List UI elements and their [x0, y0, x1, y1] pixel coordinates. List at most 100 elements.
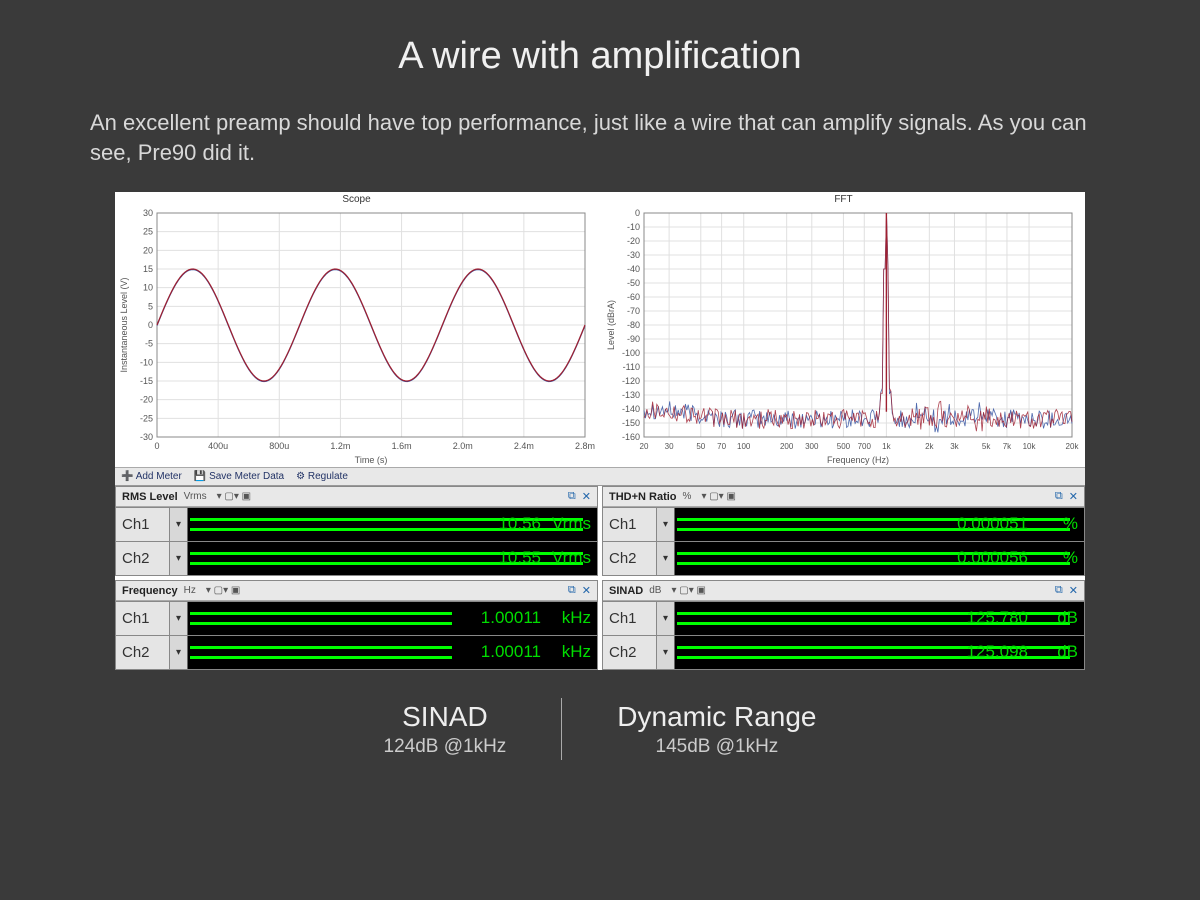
- meter-dropdown-icon[interactable]: ▾ ▢▾ ▣: [206, 585, 241, 596]
- meter-bar-zone: 1.00011kHz: [188, 602, 597, 635]
- svg-text:25: 25: [143, 227, 153, 237]
- svg-text:5: 5: [148, 302, 153, 312]
- svg-text:1.6m: 1.6m: [392, 441, 412, 451]
- close-icon[interactable]: ✕: [1069, 584, 1078, 597]
- meter-row: Ch2▾0.000056%: [603, 541, 1084, 575]
- meter-value: 125.780: [967, 608, 1028, 628]
- svg-text:-60: -60: [627, 292, 640, 302]
- channel-dropdown-icon[interactable]: ▾: [170, 602, 188, 635]
- svg-text:Frequency (Hz): Frequency (Hz): [827, 455, 889, 465]
- svg-text:100: 100: [737, 442, 751, 451]
- meter-bar-zone: 10.55Vrms: [188, 542, 597, 575]
- svg-text:300: 300: [805, 442, 819, 451]
- meter-panel-thd-n-ratio: THD+N Ratio%▾ ▢▾ ▣⧉✕Ch1▾0.000051%Ch2▾0.0…: [602, 486, 1085, 576]
- page-title: A wire with amplification: [0, 0, 1200, 78]
- channel-label: Ch2: [603, 636, 657, 669]
- meter-unit-label: %: [683, 491, 692, 502]
- popout-icon[interactable]: ⧉: [568, 584, 576, 597]
- channel-dropdown-icon[interactable]: ▾: [657, 636, 675, 669]
- fft-chart-title: FFT: [602, 192, 1085, 207]
- meters-grid: RMS LevelVrms▾ ▢▾ ▣⧉✕Ch1▾10.56VrmsCh2▾10…: [115, 486, 1085, 670]
- channel-label: Ch2: [603, 542, 657, 575]
- meter-header: RMS LevelVrms▾ ▢▾ ▣⧉✕: [116, 487, 597, 507]
- meter-value-unit: Vrms: [552, 548, 591, 568]
- meter-row: Ch1▾125.780dB: [603, 601, 1084, 635]
- channel-dropdown-icon[interactable]: ▾: [657, 542, 675, 575]
- close-icon[interactable]: ✕: [1069, 490, 1078, 503]
- save-meter-button[interactable]: 💾 Save Meter Data: [194, 471, 284, 482]
- meter-dropdown-icon[interactable]: ▾ ▢▾ ▣: [671, 585, 706, 596]
- svg-text:-25: -25: [140, 414, 153, 424]
- channel-dropdown-icon[interactable]: ▾: [657, 508, 675, 541]
- measurement-screenshot: Scope -30-25-20-15-10-50510152025300400u…: [115, 192, 1085, 670]
- svg-text:30: 30: [665, 442, 674, 451]
- meter-dropdown-icon[interactable]: ▾ ▢▾ ▣: [701, 491, 736, 502]
- meter-value: 0.000056: [957, 548, 1028, 568]
- svg-text:-110: -110: [623, 362, 640, 372]
- meter-value-unit: kHz: [562, 642, 591, 662]
- svg-text:-80: -80: [627, 320, 640, 330]
- meter-value-unit: dB: [1057, 642, 1078, 662]
- meter-title: Frequency: [122, 585, 178, 597]
- channel-label: Ch1: [603, 508, 657, 541]
- svg-text:Instantaneous Level (V): Instantaneous Level (V): [119, 278, 129, 373]
- close-icon[interactable]: ✕: [582, 584, 591, 597]
- meter-header: Frequency Hz ▾ ▢▾ ▣ ⧉ ✕: [116, 581, 597, 601]
- add-meter-button[interactable]: ➕ Add Meter: [121, 471, 182, 482]
- svg-text:-70: -70: [627, 306, 640, 316]
- svg-text:Level (dBrA): Level (dBrA): [606, 300, 616, 350]
- meter-value: 1.00011: [481, 642, 541, 662]
- meter-value: 125.098: [967, 642, 1028, 662]
- channel-label: Ch1: [116, 508, 170, 541]
- channel-dropdown-icon[interactable]: ▾: [657, 602, 675, 635]
- meter-value-unit: Vrms: [552, 514, 591, 534]
- popout-icon[interactable]: ⧉: [568, 490, 576, 503]
- svg-text:2k: 2k: [925, 442, 934, 451]
- svg-text:0: 0: [148, 320, 153, 330]
- meter-row: Ch1▾0.000051%: [603, 507, 1084, 541]
- subtitle-text: An excellent preamp should have top perf…: [0, 78, 1200, 167]
- svg-text:0: 0: [635, 208, 640, 218]
- channel-dropdown-icon[interactable]: ▾: [170, 542, 188, 575]
- meter-row: Ch1▾1.00011kHz: [116, 601, 597, 635]
- svg-text:-10: -10: [140, 358, 153, 368]
- meter-value: 1.00011: [481, 608, 541, 628]
- popout-icon[interactable]: ⧉: [1055, 584, 1063, 597]
- meter-value: 10.56: [498, 514, 541, 534]
- meter-value: 0.000051: [957, 514, 1028, 534]
- svg-text:700: 700: [858, 442, 872, 451]
- meter-value-unit: dB: [1057, 608, 1078, 628]
- meter-bar-zone: 10.56 Vrms: [188, 508, 597, 541]
- meter-unit-label: Hz: [184, 585, 196, 596]
- svg-text:5k: 5k: [982, 442, 991, 451]
- svg-text:-130: -130: [622, 390, 640, 400]
- svg-text:20k: 20k: [1066, 442, 1080, 451]
- meter-dropdown-icon[interactable]: ▾ ▢▾ ▣: [217, 491, 252, 502]
- channel-label: Ch2: [116, 636, 170, 669]
- meter-bar-zone: 0.000051%: [675, 508, 1084, 541]
- regulate-button[interactable]: ⚙ Regulate: [296, 471, 348, 482]
- svg-text:-10: -10: [627, 222, 640, 232]
- popout-icon[interactable]: ⧉: [1055, 490, 1063, 503]
- svg-text:200: 200: [780, 442, 794, 451]
- meter-row: Ch1▾ 10.56 Vrms: [116, 507, 597, 541]
- channel-dropdown-icon[interactable]: ▾: [170, 636, 188, 669]
- svg-text:-90: -90: [627, 334, 640, 344]
- summary-sinad-value: 124dB @1kHz: [384, 736, 507, 758]
- channel-dropdown-icon[interactable]: ▾: [170, 508, 188, 541]
- svg-text:-20: -20: [140, 395, 153, 405]
- scope-chart-panel: Scope -30-25-20-15-10-50510152025300400u…: [115, 192, 598, 467]
- svg-text:0: 0: [154, 441, 159, 451]
- svg-text:2.8m: 2.8m: [575, 441, 595, 451]
- svg-text:10: 10: [143, 283, 153, 293]
- svg-text:10k: 10k: [1023, 442, 1037, 451]
- svg-text:-100: -100: [622, 348, 640, 358]
- meter-row: Ch2▾ 1.00011 kHz: [116, 635, 597, 669]
- svg-text:-30: -30: [627, 250, 640, 260]
- close-icon[interactable]: ✕: [582, 490, 591, 503]
- meter-value-unit: %: [1063, 514, 1078, 534]
- summary-sinad-label: SINAD: [384, 701, 507, 733]
- svg-text:3k: 3k: [950, 442, 959, 451]
- svg-text:30: 30: [143, 208, 153, 218]
- svg-text:-5: -5: [145, 339, 153, 349]
